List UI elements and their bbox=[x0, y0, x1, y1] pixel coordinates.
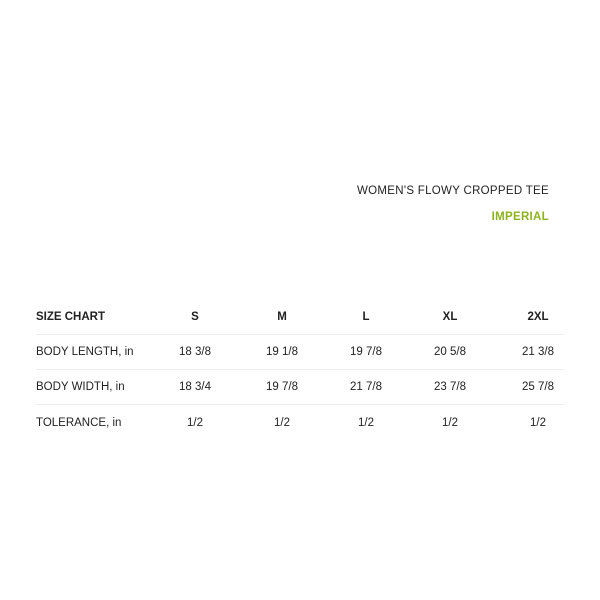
cell-value: 19 7/8 bbox=[350, 346, 382, 358]
header-size-l: L bbox=[362, 311, 370, 323]
cell-value: 23 7/8 bbox=[434, 381, 466, 393]
cell-value: 21 3/8 bbox=[522, 346, 554, 358]
cell-value: 1/2 bbox=[274, 417, 290, 429]
cell-value: 20 5/8 bbox=[434, 346, 466, 358]
unit-system-label: IMPERIAL bbox=[491, 211, 549, 223]
header-size-s: S bbox=[191, 311, 199, 323]
table-row: BODY WIDTH, in 18 3/4 19 7/8 21 7/8 23 7… bbox=[36, 369, 565, 405]
cell-value: 1/2 bbox=[358, 417, 374, 429]
row-label: BODY WIDTH, in bbox=[36, 381, 125, 393]
cell-value: 21 7/8 bbox=[350, 381, 382, 393]
header-size-2xl: 2XL bbox=[527, 311, 549, 323]
table-row: BODY LENGTH, in 18 3/8 19 1/8 19 7/8 20 … bbox=[36, 334, 565, 370]
table-header-row: SIZE CHART S M L XL 2XL bbox=[36, 310, 565, 345]
cell-value: 18 3/4 bbox=[179, 381, 211, 393]
header-size-xl: XL bbox=[442, 311, 458, 323]
cell-value: 19 1/8 bbox=[266, 346, 298, 358]
header-size-m: M bbox=[277, 311, 287, 323]
cell-value: 18 3/8 bbox=[179, 346, 211, 358]
cell-value: 25 7/8 bbox=[522, 381, 554, 393]
cell-value: 19 7/8 bbox=[266, 381, 298, 393]
table-row: TOLERANCE, in 1/2 1/2 1/2 1/2 1/2 bbox=[36, 404, 565, 440]
cell-value: 1/2 bbox=[530, 417, 546, 429]
row-label: TOLERANCE, in bbox=[36, 417, 122, 429]
row-label: BODY LENGTH, in bbox=[36, 346, 134, 358]
header-size-chart: SIZE CHART bbox=[36, 311, 105, 323]
product-title: WOMEN'S FLOWY CROPPED TEE bbox=[356, 185, 549, 197]
cell-value: 1/2 bbox=[187, 417, 203, 429]
cell-value: 1/2 bbox=[442, 417, 458, 429]
